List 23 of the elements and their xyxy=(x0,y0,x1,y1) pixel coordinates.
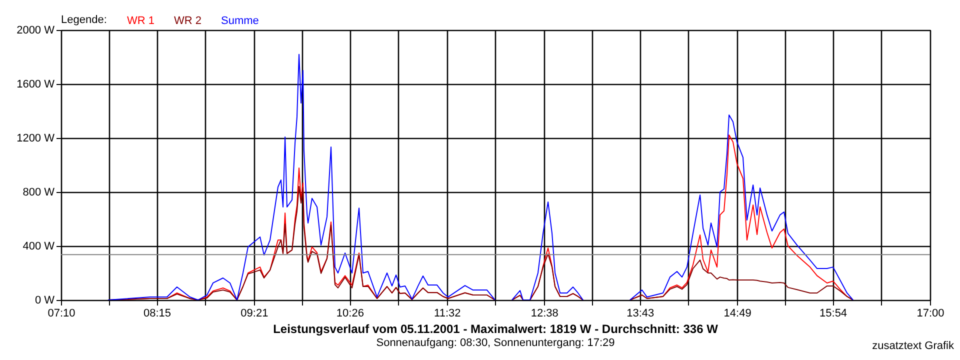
text: WR 2 xyxy=(174,14,202,27)
y-tick-label: 0 W xyxy=(34,294,56,306)
x-tick-label: 11:32 xyxy=(434,308,461,320)
text: Summe xyxy=(221,14,259,27)
y-tick-label: 1200 W xyxy=(16,132,56,144)
text: Leistungsverlauf vom 05.11.2001 - Maximalwert: 1819 W - Durchschnitt: 336 W xyxy=(273,322,719,336)
y-tick-label: 1600 W xyxy=(16,78,56,90)
y-tick-label: 800 W xyxy=(22,186,56,198)
x-tick-label: 13:43 xyxy=(626,308,654,320)
x-tick-label: 12:38 xyxy=(530,308,558,320)
text: Sonnenaufgang: 08:30, Sonnenuntergang: 17:29 xyxy=(376,337,615,349)
legend-title: Legende: xyxy=(61,14,107,26)
x-tick-label: 15:54 xyxy=(820,308,848,320)
x-tick-label: 14:49 xyxy=(724,308,752,320)
x-tick-label: 09:21 xyxy=(240,308,268,320)
x-tick-label: 17:00 xyxy=(916,308,944,320)
y-tick-label: 400 W xyxy=(22,240,56,252)
x-tick-label: 08:15 xyxy=(143,308,171,320)
text: zusatztext Grafik xyxy=(872,340,954,352)
y-tick-label: 2000 W xyxy=(16,24,56,36)
x-tick-label: 07:10 xyxy=(48,308,76,320)
text: WR 1 xyxy=(127,14,154,27)
x-tick-label: 10:26 xyxy=(336,308,364,320)
